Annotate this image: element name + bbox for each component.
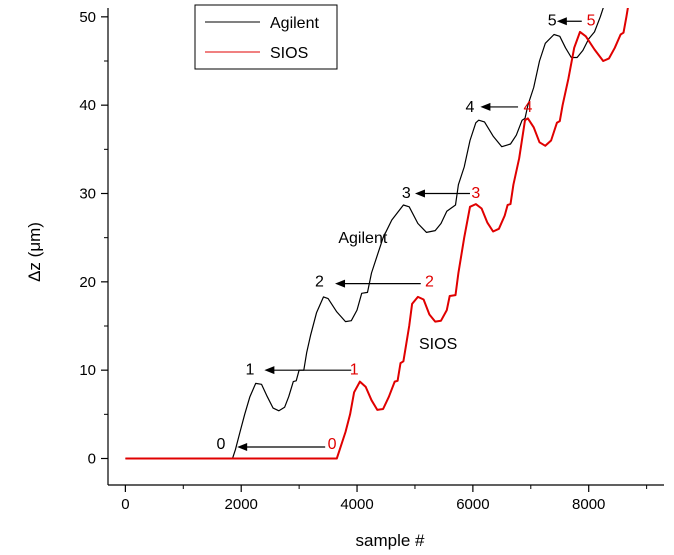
arrow-head [335, 279, 346, 288]
annotation-label: 5 [548, 13, 557, 30]
y-axis-title: Δz (μm) [25, 222, 44, 282]
arrow-head [414, 189, 425, 198]
x-tick-label: 8000 [572, 496, 605, 513]
x-tick-label: 4000 [340, 496, 373, 513]
x-ticks: 0 2000 4000 6000 8000 [121, 485, 648, 513]
legend: Agilent SIOS [194, 4, 338, 70]
annotation-label: 0 [328, 436, 337, 453]
annotation-label: 3 [471, 185, 480, 202]
annotation-label: 4 [466, 99, 475, 116]
annotation-label: 1 [245, 362, 254, 379]
x-tick-label: 6000 [456, 496, 489, 513]
y-tick-label: 50 [79, 9, 96, 26]
x-axis-title: sample # [356, 531, 426, 550]
x-tick-label: 0 [121, 496, 129, 513]
y-tick-label: 10 [79, 362, 96, 379]
arrow-head [480, 102, 491, 111]
y-tick-label: 40 [79, 97, 96, 114]
y-tick-label: 0 [88, 451, 96, 468]
y-tick-label: 20 [79, 274, 96, 291]
y-ticks: 0 10 20 30 40 50 [79, 9, 108, 468]
annotation-label: 5 [587, 13, 596, 30]
annotation-label: 1 [350, 362, 359, 379]
annotation-label: 4 [523, 99, 532, 116]
annotation-label: 3 [402, 185, 411, 202]
plot-area [108, 8, 664, 485]
series-line-sios [125, 8, 629, 460]
x-tick-label: 2000 [225, 496, 258, 513]
legend-label-sios: SIOS [270, 45, 308, 62]
arrow-head [264, 366, 275, 375]
annotation-label: SIOS [419, 336, 457, 353]
arrow-head [556, 17, 567, 26]
series-layer [125, 8, 629, 460]
legend-box [194, 4, 338, 70]
series-line-agilent [125, 8, 604, 460]
annotation-layer: 0 0 1 1 2 2 3 3 4 4 5 5 Agilent SIOS [216, 13, 595, 453]
annotation-label: 2 [425, 273, 434, 290]
y-tick-label: 30 [79, 186, 96, 203]
annotation-label: 0 [216, 436, 225, 453]
annotation-label: Agilent [338, 230, 387, 247]
annotation-label: 2 [315, 273, 324, 290]
arrow-head [237, 443, 248, 452]
legend-label-agilent: Agilent [270, 15, 319, 32]
